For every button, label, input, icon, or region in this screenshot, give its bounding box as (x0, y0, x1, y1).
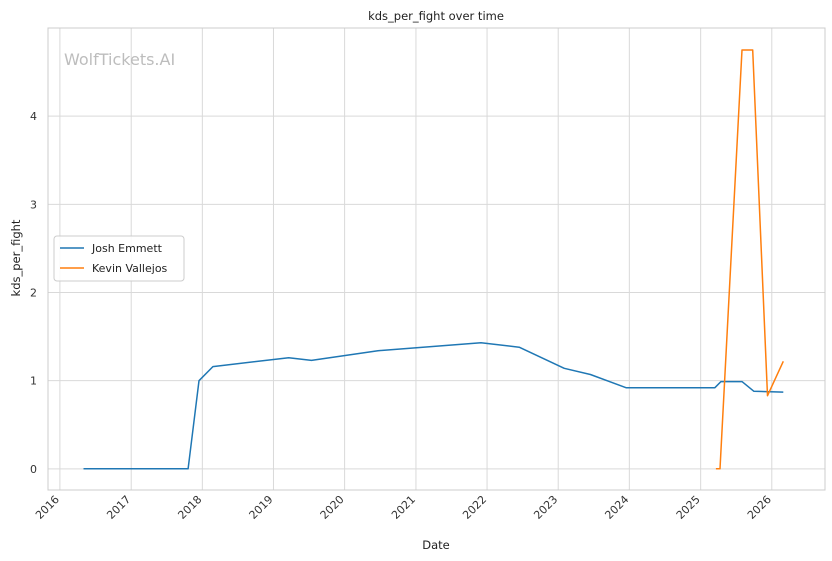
x-tick-label-2018: 2018 (175, 493, 204, 522)
plot-frame (47, 27, 826, 491)
x-tick-label-2022: 2022 (460, 493, 489, 522)
y-tick-label-0: 0 (30, 463, 37, 476)
x-tick-label-2019: 2019 (247, 493, 276, 522)
chart-title: kds_per_fight over time (368, 9, 504, 23)
grid-lines (48, 28, 825, 490)
series-line-josh-emmett (83, 342, 784, 470)
watermark: WolfTickets.AI (64, 50, 175, 69)
x-tick-label-2021: 2021 (389, 493, 418, 522)
y-axis-title: kds_per_fight (9, 219, 23, 296)
x-tick-label-2024: 2024 (602, 493, 631, 522)
y-tick-label-2: 2 (30, 287, 37, 300)
series-line-kevin-vallejos (715, 49, 784, 470)
y-tick-label-1: 1 (30, 375, 37, 388)
legend-label-kevin-vallejos: Kevin Vallejos (92, 262, 168, 275)
x-tick-label-2016: 2016 (33, 493, 62, 522)
x-tick-label-2023: 2023 (531, 493, 560, 522)
x-tick-labels: 2016 2017 2018 2019 2020 2021 2022 2023 2024 2025… (33, 493, 774, 522)
legend: Josh Emmett Kevin Vallejos (53, 235, 185, 282)
x-tick-label-2020: 2020 (318, 493, 347, 522)
x-tick-label-2025: 2025 (674, 493, 703, 522)
y-tick-labels: 0 1 2 3 4 (30, 110, 37, 476)
y-tick-label-4: 4 (30, 110, 37, 123)
series-layer (83, 49, 784, 470)
x-axis-title: Date (422, 538, 450, 552)
legend-box (53, 235, 185, 282)
y-tick-label-3: 3 (30, 198, 37, 211)
x-tick-label-2017: 2017 (104, 493, 133, 522)
legend-label-josh-emmett: Josh Emmett (91, 242, 163, 255)
x-tick-label-2026: 2026 (745, 493, 774, 522)
